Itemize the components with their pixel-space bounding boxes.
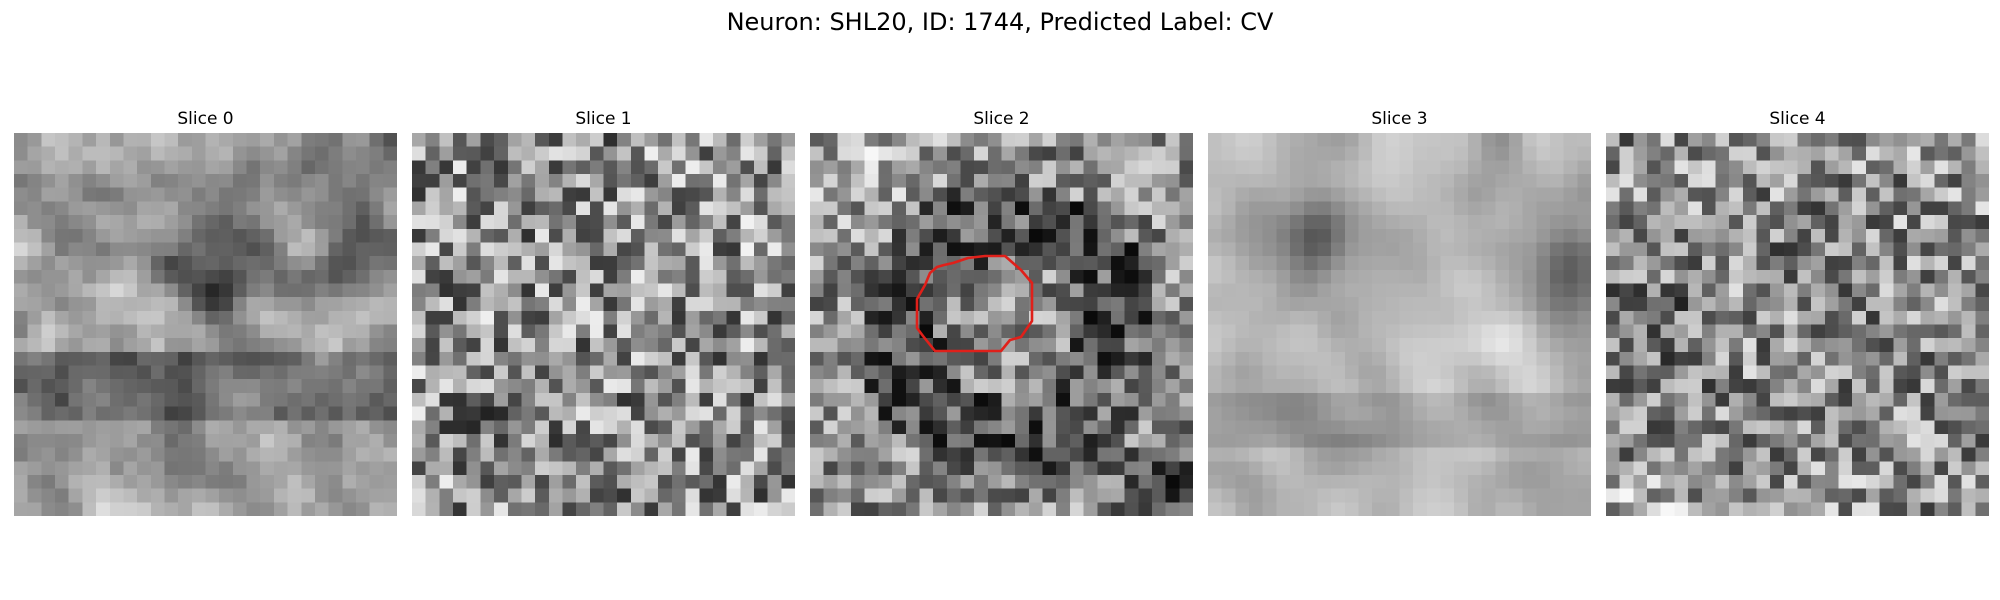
- slice-title: Slice 0: [177, 109, 234, 129]
- slice-title: Slice 3: [1371, 109, 1428, 129]
- slice-title: Slice 2: [973, 109, 1030, 129]
- segmentation-outline: [915, 254, 1034, 353]
- slice-title: Slice 1: [575, 109, 632, 129]
- slice-title: Slice 4: [1769, 109, 1826, 129]
- figure-title: Neuron: SHL20, ID: 1744, Predicted Label…: [726, 8, 1274, 36]
- slice-image: [1606, 133, 1989, 516]
- slice-image: [14, 133, 397, 516]
- slice-image: [1208, 133, 1591, 516]
- slice-image: [810, 133, 1193, 516]
- slice-image: [412, 133, 795, 516]
